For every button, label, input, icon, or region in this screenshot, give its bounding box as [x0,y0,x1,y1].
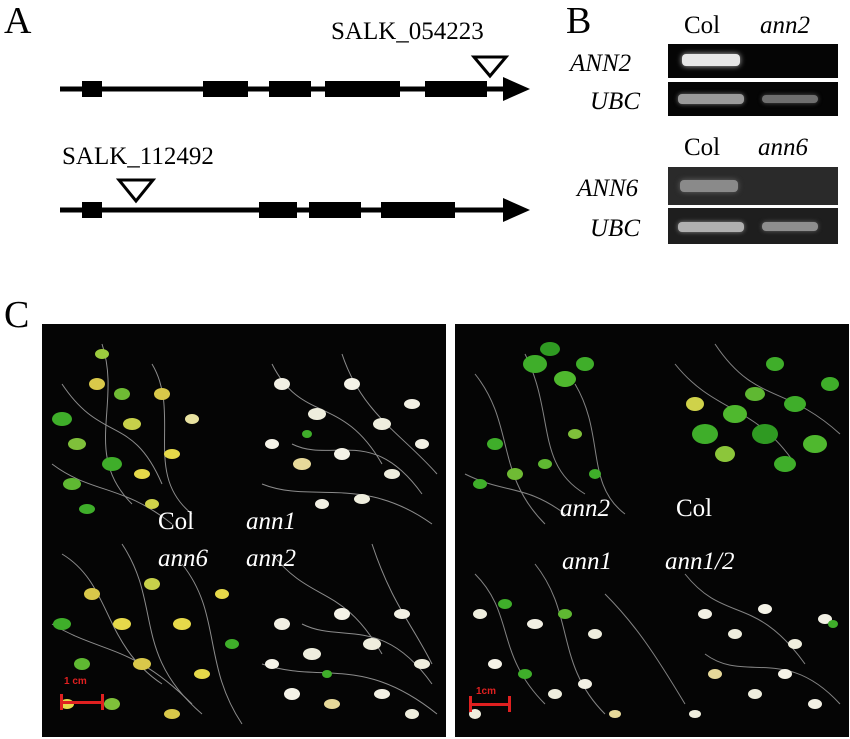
gel1-row2-label: UBC [590,88,640,115]
right-plate-label-ann1: ann1 [562,548,612,575]
gene1-exon [82,81,102,97]
gene1-insertion-triangle [470,55,510,79]
gel1-row1-col-band [682,54,740,66]
gene2-arrowhead [503,198,530,222]
gene1-arrowhead [503,77,530,101]
gene1-insertion-label: SALK_054223 [331,18,484,45]
panel-a-letter: A [4,0,32,42]
right-plate-seedlings [464,342,841,719]
gene2-insertion-triangle [115,178,157,204]
gel2-row2-mut-band [762,222,818,231]
left-plate-label-ann2: ann2 [246,545,296,572]
right-plate-label-col: Col [676,495,713,522]
left-scale-label: 1 cm [64,676,87,687]
gel1-row2-col-band [678,94,744,104]
gel2-row1-image [668,167,838,205]
gene1-exon [325,81,400,97]
gel2-col-label: Col [684,134,721,161]
gel1-row2-image [668,82,838,116]
right-scale-label: 1cm [476,686,497,697]
gene1-exon [425,81,487,97]
gel1-mutant-label: ann2 [760,12,810,39]
panel-b-letter: B [566,0,592,42]
gene2-model [60,178,530,222]
gene1-exon [269,81,311,97]
gene2-exon [309,202,361,218]
right-plate-label-ann1-2: ann1/2 [665,548,735,575]
right-scale-bar [469,696,511,712]
gel2-row2-col-band [678,222,744,232]
right-plate-photo: 1cm [455,324,849,737]
gene1-exon [203,81,248,97]
left-plate-photo: 1 cm [42,324,446,737]
gel2-row1-label: ANN6 [577,175,639,202]
gene2-exon [82,202,102,218]
gel2-row2-label: UBC [590,215,640,242]
gene2-exon [381,202,455,218]
gene2-insertion-label: SALK_112492 [62,143,214,170]
left-plate-label-ann1: ann1 [246,508,296,535]
gene2-exon [259,202,297,218]
left-plate-seedlings [51,343,438,725]
left-plate-label-col: Col [158,508,195,535]
right-plate-label-ann2: ann2 [560,495,610,522]
gel2-mutant-label: ann6 [758,134,808,161]
gel1-row1-label: ANN2 [570,50,632,77]
gene1-model [60,55,530,101]
left-scale-bar [60,694,104,710]
gel1-row1-image [668,44,838,78]
gel2-row2-image [668,208,838,244]
left-plate-label-ann6: ann6 [158,545,208,572]
gel2-row1-col-band [680,180,738,192]
panel-c-letter: C [4,294,30,336]
gel1-col-label: Col [684,12,721,39]
gel1-row2-mut-band [762,95,818,103]
